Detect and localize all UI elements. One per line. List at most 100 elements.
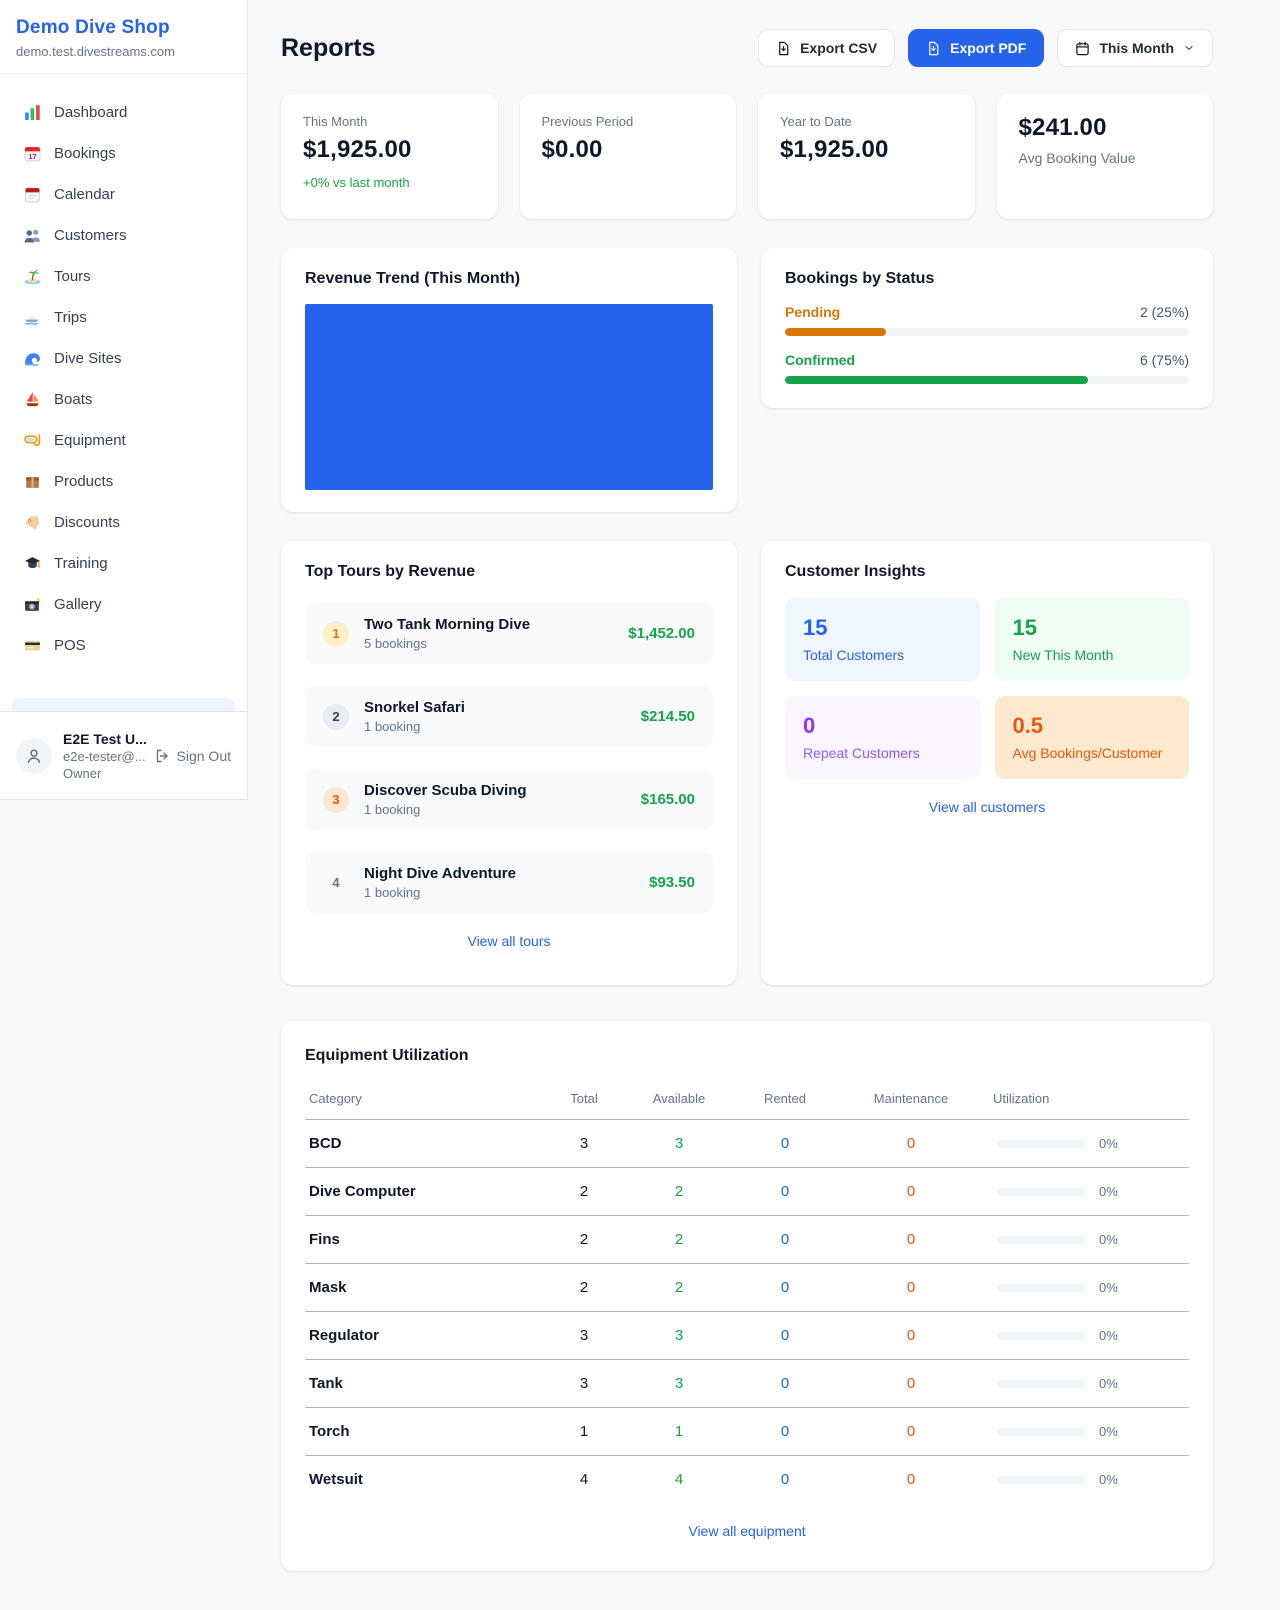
sidebar-item-products[interactable]: Products [12,464,235,498]
tile-new-this-month: 15 New This Month [994,598,1189,681]
table-row: BCD 3 3 0 0 0% [305,1119,1189,1168]
tour-bookings: 1 booking [364,719,421,734]
cell-maintenance: 0 [837,1311,985,1360]
utilization-pct: 0% [1099,1376,1118,1391]
sidebar-item-label: Gallery [54,595,102,613]
cell-available: 2 [625,1215,733,1264]
view-all-equipment-link[interactable]: View all equipment [688,1523,806,1539]
cell-category: Wetsuit [309,1471,363,1488]
sidebar-item-pos[interactable]: POS [12,628,235,662]
customer-insights-panel: Customer Insights 15 Total Customers 15 … [761,541,1213,985]
header-actions: Export CSV Export PDF This Month [758,29,1213,67]
sidebar-item-equipment[interactable]: Equipment [12,423,235,457]
utilization-pct: 0% [1099,1232,1118,1247]
tour-name: Two Tank Morning Dive [364,616,531,633]
sidebar-nav: Dashboard 17 Bookings Calendar Customers… [0,74,247,662]
utilization-track [997,1187,1087,1196]
cell-category: Tank [305,1359,543,1408]
sidebar-item-label: Tours [54,267,91,285]
stat-value: $0.00 [541,136,603,163]
tour-bookings: 5 bookings [364,636,427,651]
tile-value: 15 [803,615,828,640]
view-all-tours-wrap: View all tours [305,933,713,951]
user-role: Owner [63,765,102,781]
utilization-track [997,1379,1087,1388]
cell-rented: 0 [733,1119,837,1168]
tile-label: New This Month [1012,647,1114,663]
cell-utilization: 0% [985,1456,1189,1504]
sign-out-button[interactable]: Sign Out [154,748,231,764]
stat-label: Year to Date [780,114,852,129]
cell-utilization: 0% [985,1407,1189,1456]
island-icon [23,267,41,285]
sidebar-item-dashboard[interactable]: Dashboard [12,95,235,129]
tour-name: Discover Scuba Diving [364,782,527,799]
tours-insights-row: Top Tours by Revenue 1 Two Tank Morning … [281,541,1213,985]
sidebar-item-label: Customers [54,226,127,244]
insight-tiles: 15 Total Customers 15 New This Month 0 R… [785,598,1189,779]
export-csv-label: Export CSV [800,40,878,56]
sidebar-item-discounts[interactable]: Discounts [12,505,235,539]
file-download-icon [929,41,939,55]
cell-rented: 0 [733,1263,837,1312]
stat-label: Previous Period [541,114,634,129]
svg-text:17: 17 [28,151,36,160]
tear-off-calendar-icon [23,185,41,203]
cell-maintenance: 0 [906,1471,916,1488]
stat-cards: This Month $1,925.00 +0% vs last month P… [281,94,1213,219]
sidebar-item-gallery[interactable]: Gallery [12,587,235,621]
cell-rented: 0 [733,1215,837,1264]
utilization-track [997,1427,1087,1436]
table-row: Tank 3 3 0 0 0% [305,1359,1189,1408]
column-header-rented: Rented [733,1081,837,1120]
rank-badge: 2 [323,703,349,730]
export-csv-button[interactable]: Export CSV [758,29,896,67]
top-tours-panel: Top Tours by Revenue 1 Two Tank Morning … [281,541,737,985]
utilization-pct: 0% [1099,1424,1118,1439]
tile-label: Repeat Customers [803,745,920,761]
table-row: Mask 2 2 0 0 0% [305,1263,1189,1312]
main-content: Reports Export CSV Export PDF This Month… [281,0,1213,1571]
period-label: This Month [1099,40,1174,56]
tour-amount: $1,452.00 [628,625,695,642]
sidebar-item-tours[interactable]: Tours [12,259,235,293]
period-dropdown[interactable]: This Month [1057,29,1213,67]
stat-card-previous-period: Previous Period $0.00 [519,94,736,219]
bar-chart-icon [23,103,41,121]
tour-name: Night Dive Adventure [364,865,516,882]
sidebar-item-boats[interactable]: Boats [12,382,235,416]
stat-card-this-month: This Month $1,925.00 +0% vs last month [281,94,498,219]
stat-label: Avg Booking Value [1018,150,1136,166]
sidebar-item-training[interactable]: Training [12,546,235,580]
sidebar-item-bookings[interactable]: 17 Bookings [12,136,235,170]
view-all-customers-link[interactable]: View all customers [928,799,1046,815]
utilization-track [997,1283,1087,1292]
sidebar-item-label: Dive Sites [54,349,122,367]
sidebar-item-dive-sites[interactable]: Dive Sites [12,341,235,375]
cell-available: 4 [674,1471,684,1488]
status-value: 6 (75%) [1139,352,1189,368]
status-row-confirmed: Confirmed 6 (75%) [785,352,1189,384]
sidebar-item-reports-active-peek[interactable] [12,698,235,711]
sidebar-item-calendar[interactable]: Calendar [12,177,235,211]
rank-badge: 4 [332,875,340,890]
sidebar-item-trips[interactable]: Trips [12,300,235,334]
column-header-total: Total [543,1081,625,1120]
progress-fill-confirmed [785,376,1088,384]
calendar-icon [1076,41,1090,55]
bookings-by-status-title: Bookings by Status [785,270,935,287]
stat-value: $241.00 [1018,114,1107,141]
view-all-tours-link[interactable]: View all tours [467,933,551,949]
tile-value: 0 [803,713,816,738]
export-pdf-button[interactable]: Export PDF [908,29,1045,67]
sidebar-item-customers[interactable]: Customers [12,218,235,252]
cell-total: 3 [543,1311,625,1360]
status-row-pending: Pending 2 (25%) [785,304,1189,336]
stat-label: This Month [303,114,368,129]
tour-row: 4 Night Dive Adventure 1 booking $93.50 [305,852,713,913]
table-row: Fins 2 2 0 0 0% [305,1215,1189,1264]
sidebar-item-label: Products [54,472,114,490]
cell-rented: 0 [733,1359,837,1408]
sign-out-label: Sign Out [176,747,231,764]
graduation-cap-icon [23,554,41,572]
